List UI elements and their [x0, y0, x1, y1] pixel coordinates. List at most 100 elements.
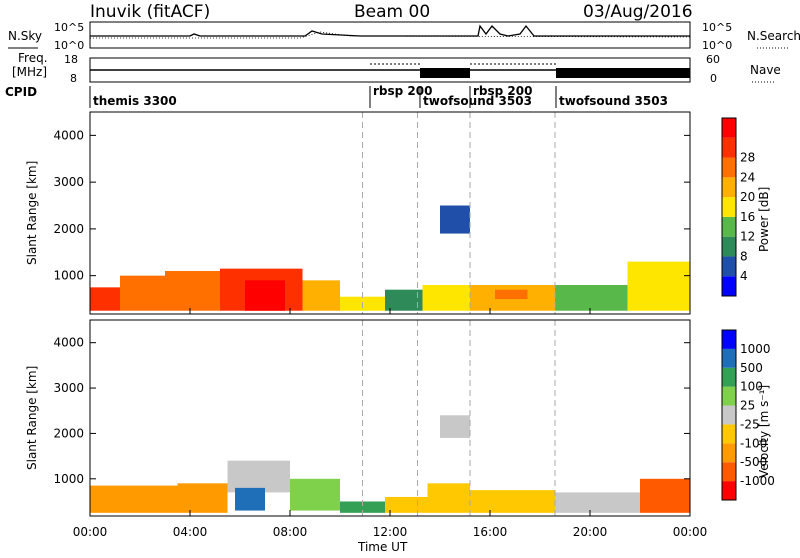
velocity-band-7	[427, 483, 470, 513]
velocity-colorbar-tick-2: -100	[740, 436, 767, 450]
noise-right-label: N.Search	[747, 29, 800, 43]
power-colorbar-tick-6: 28	[740, 151, 755, 165]
velocity-colorbar-frame	[721, 329, 737, 501]
velocity-colorbar-tick-6: 500	[740, 361, 763, 375]
power-colorbar-swatch-8	[722, 118, 736, 138]
velocity-colorbar-swatch-1	[722, 462, 736, 482]
velocity-band-1	[177, 483, 228, 513]
velocity-colorbar-swatch-2	[722, 443, 736, 463]
velocity-colorbar-swatch-6	[722, 367, 736, 387]
power-colorbar-swatch-2	[722, 236, 736, 257]
noise-right-tick-bottom: 10^0	[702, 39, 732, 52]
nave-label: Nave	[750, 63, 781, 77]
velocity-xtick-label-4: 16:00	[473, 525, 508, 539]
velocity-y-axis: 1000 2000 3000 4000	[53, 336, 690, 486]
velocity-xtick-label-5: 20:00	[573, 525, 608, 539]
power-y-axis: 1000 2000 3000 4000	[53, 128, 690, 283]
power-colorbar-swatch-1	[722, 256, 736, 277]
power-ytick-label-3: 4000	[53, 128, 84, 142]
velocity-colorbar-tick-0: -1000	[740, 474, 775, 488]
freq-tick-top: 18	[64, 53, 78, 66]
power-ylabel: Slant Range [km]	[25, 161, 39, 265]
velocity-ytick-label-1: 2000	[53, 426, 84, 440]
power-band-5	[302, 280, 340, 311]
power-band-2	[165, 270, 220, 311]
velocity-ytick-label-0: 1000	[53, 472, 84, 486]
velocity-colorbar-swatch-5	[722, 386, 736, 406]
noise-sky-line	[90, 24, 690, 37]
station-title: Inuvik (fitACF)	[90, 2, 210, 22]
freq-label-1: Freq.	[18, 51, 48, 65]
power-colorbar-swatch-0	[722, 276, 736, 296]
power-ytick-label-2: 3000	[53, 175, 84, 189]
velocity-colorbar-tick-4: 25	[740, 399, 755, 413]
cpid-segment-2: rbsp 200	[373, 84, 432, 98]
velocity-xtick-label-3: 12:00	[373, 525, 408, 539]
noise-right-tick-top: 10^5	[702, 21, 732, 34]
freq-label-2: [MHz]	[12, 65, 47, 79]
velocity-ylabel: Slant Range [km]	[25, 366, 39, 470]
velocity-xlabel: Time UT	[357, 540, 408, 554]
cpid-segment-1: themis 3300	[93, 94, 177, 108]
power-colorbar-tick-5: 24	[740, 170, 755, 184]
power-colorbar-tick-2: 12	[740, 230, 755, 244]
velocity-band-4	[290, 478, 340, 511]
velocity-ytick-label-2: 3000	[53, 381, 84, 395]
nave-tick-bottom: 0	[710, 72, 717, 85]
power-colorbar: 4 8 12 16 20 24 28	[721, 117, 755, 297]
velocity-colorbar-tick-3: -25	[740, 417, 760, 431]
velocity-dashed-lines	[362, 320, 556, 516]
velocity-band-10	[640, 478, 690, 513]
noise-left-tick-bottom: 10^0	[54, 39, 84, 52]
noise-search-line	[90, 31, 691, 39]
velocity-band-0	[90, 485, 178, 513]
power-colorbar-label: Power [dB]	[757, 187, 771, 252]
noise-left-tick-top: 10^5	[54, 21, 84, 34]
power-colorbar-frame	[721, 117, 737, 297]
power-band-11	[555, 285, 628, 311]
velocity-colorbar-tick-7: 1000	[740, 342, 771, 356]
freq-block-1	[420, 68, 470, 78]
velocity-band-11	[440, 415, 470, 438]
velocity-colorbar-label: Velocity [m s⁻¹]	[757, 385, 771, 478]
velocity-xtick-label-1: 04:00	[173, 525, 208, 539]
noise-left-label: N.Sky	[8, 29, 42, 43]
velocity-xtick-label-2: 08:00	[273, 525, 308, 539]
velocity-colorbar-swatch-7	[722, 348, 736, 368]
power-band-4	[245, 280, 285, 311]
power-bands	[90, 205, 690, 311]
nave-tick-top: 60	[706, 53, 720, 66]
power-band-10	[495, 289, 528, 300]
velocity-band-9	[555, 492, 640, 513]
power-colorbar-tick-1: 8	[740, 249, 748, 263]
freq-block-2	[556, 68, 690, 78]
power-dashed-lines	[362, 112, 556, 314]
velocity-band-2	[227, 460, 290, 493]
power-colorbar-swatch-6	[722, 157, 736, 178]
power-band-7	[385, 289, 423, 311]
power-band-13	[440, 205, 470, 234]
velocity-colorbar-swatch-3	[722, 424, 736, 444]
velocity-band-6	[385, 496, 428, 513]
velocity-colorbar: -1000 -500 -100 -25 25 100 500 1000	[721, 329, 775, 501]
velocity-band-8	[470, 490, 555, 513]
power-colorbar-swatch-5	[722, 177, 736, 198]
power-colorbar-swatch-3	[722, 216, 736, 237]
velocity-xtick-label-0: 00:00	[73, 525, 108, 539]
cpid-label: CPID	[5, 85, 37, 99]
velocity-x-axis: 00:00 04:00 08:00 12:00 16:00 20:00 00:00	[73, 308, 708, 539]
date-title: 03/Aug/2016	[583, 2, 693, 22]
power-ytick-label-1: 2000	[53, 222, 84, 236]
power-colorbar-tick-3: 16	[740, 210, 755, 224]
power-ytick-label-0: 1000	[53, 269, 84, 283]
power-band-1	[120, 275, 165, 311]
power-colorbar-tick-4: 20	[740, 190, 755, 204]
cpid-segment-5: twofsound 3503	[559, 94, 668, 108]
power-colorbar-swatch-7	[722, 137, 736, 158]
velocity-band-3	[235, 487, 265, 511]
velocity-colorbar-tick-1: -500	[740, 455, 767, 469]
beam-title: Beam 00	[354, 2, 430, 22]
velocity-xtick-label-6: 00:00	[673, 525, 708, 539]
velocity-band-5	[340, 501, 385, 513]
